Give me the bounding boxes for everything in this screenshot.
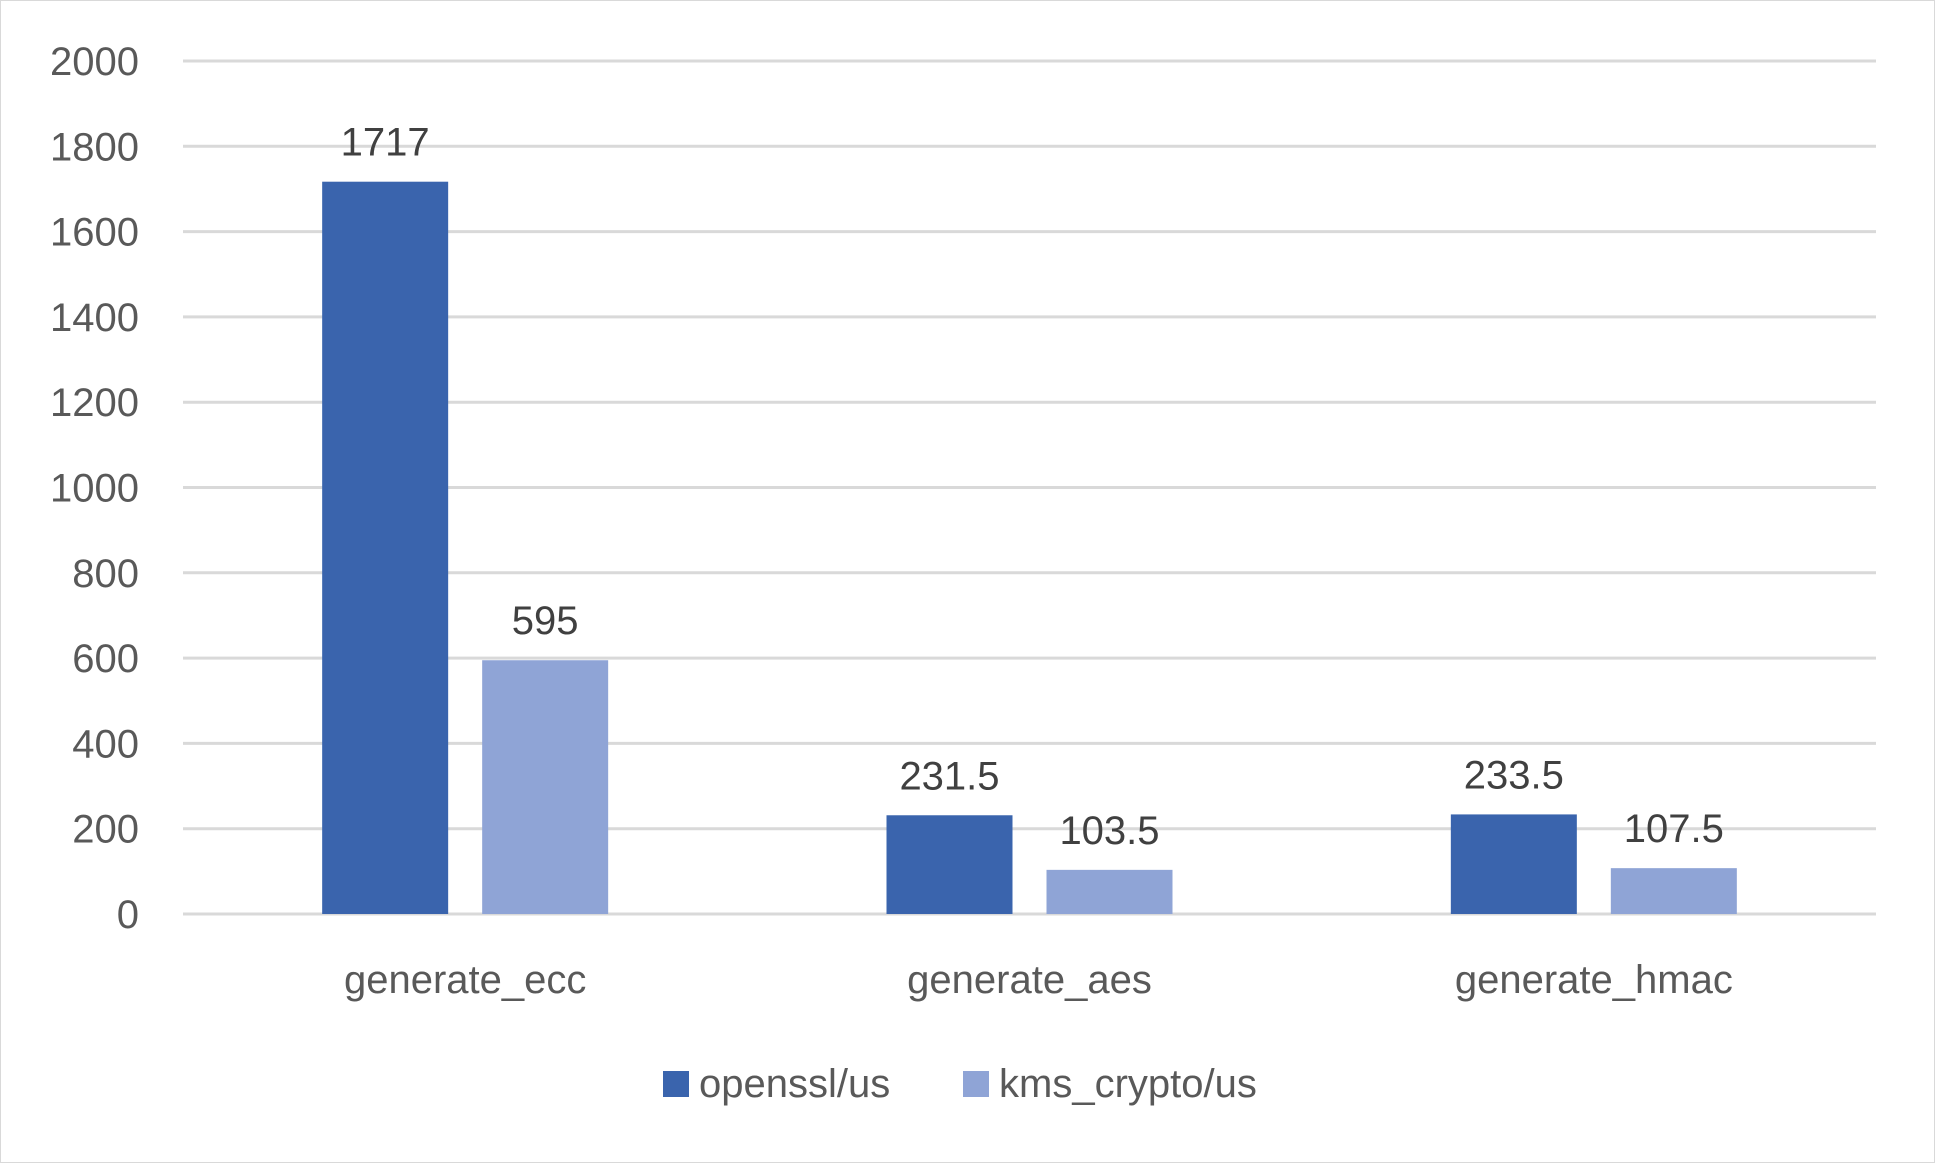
bar-kms-crypto-us-generate-aes [1046, 869, 1173, 914]
legend-label: openssl/us [699, 1062, 890, 1106]
x-axis-category-labels: generate_ecc generate_aes generate_hmac [344, 958, 1733, 1002]
bars [322, 181, 1737, 915]
legend-swatch [963, 1071, 989, 1097]
category-label: generate_ecc [344, 958, 586, 1002]
data-label: 103.5 [1059, 809, 1159, 853]
y-tick-label: 600 [72, 637, 139, 681]
y-tick-label: 1600 [50, 211, 139, 255]
y-tick-label: 1000 [50, 467, 139, 511]
bar-openssl-us-generate-aes [886, 815, 1013, 914]
data-label: 1717 [341, 121, 430, 165]
y-tick-label: 2000 [50, 40, 139, 84]
bar-openssl-us-generate-ecc [322, 181, 449, 915]
y-tick-label: 1200 [50, 381, 139, 425]
category-label: generate_aes [907, 958, 1152, 1002]
data-label: 107.5 [1624, 807, 1724, 851]
y-tick-label: 0 [117, 893, 139, 937]
legend-label: kms_crypto/us [999, 1062, 1257, 1106]
y-axis-tick-labels: 0 200 400 600 800 1000 1200 1400 1600 1800 2000 [50, 40, 139, 937]
legend: openssl/us kms_crypto/us [663, 1062, 1257, 1106]
data-label: 231.5 [899, 754, 999, 798]
gridlines [183, 59, 1876, 916]
y-tick-label: 400 [72, 722, 139, 766]
legend-swatch [663, 1071, 689, 1097]
data-label: 233.5 [1464, 753, 1564, 797]
y-tick-label: 200 [72, 808, 139, 852]
bar-kms-crypto-us-generate-ecc [482, 660, 609, 914]
category-label: generate_hmac [1455, 958, 1733, 1002]
y-tick-label: 800 [72, 552, 139, 596]
bar-kms-crypto-us-generate-hmac [1610, 868, 1737, 914]
data-labels: 1717 595 231.5 103.5 233.5 107.5 [341, 121, 1724, 853]
data-label: 595 [512, 599, 579, 643]
bar-openssl-us-generate-hmac [1450, 814, 1577, 914]
y-tick-label: 1800 [50, 125, 139, 169]
y-tick-label: 1400 [50, 296, 139, 340]
